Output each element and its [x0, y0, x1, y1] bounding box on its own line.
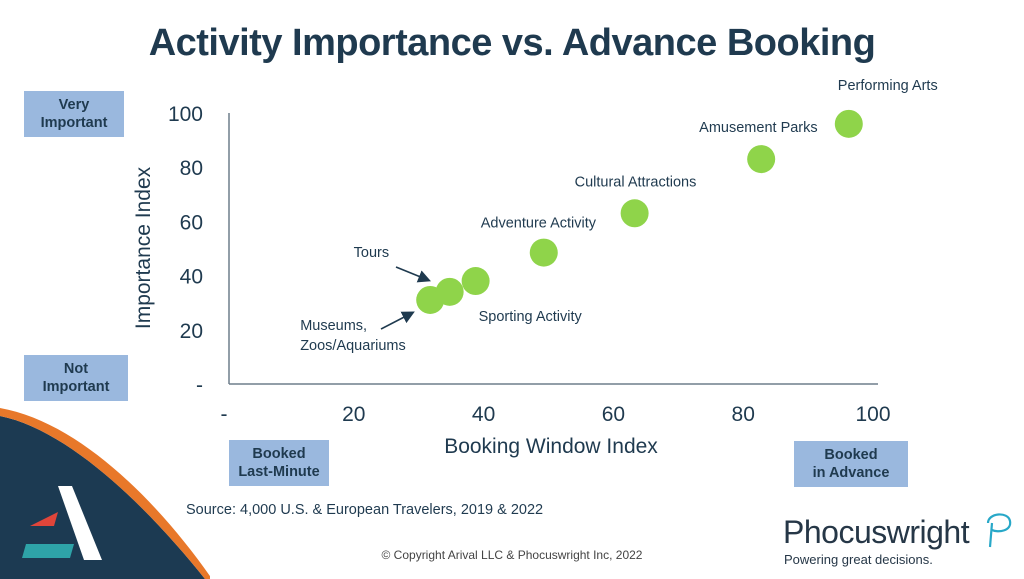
data-point-label: Sporting Activity — [479, 309, 583, 325]
arival-corner-graphic — [0, 408, 210, 579]
y-tick-label: 40 — [180, 266, 203, 289]
museums-arrow — [380, 311, 415, 330]
x-tick-label: 100 — [855, 403, 890, 426]
x-tick-label: 60 — [602, 403, 625, 426]
arival-logo-icon — [22, 486, 102, 560]
data-point-label: Adventure Activity — [481, 216, 597, 232]
data-point — [435, 277, 464, 306]
callout-very-important: Very Important — [24, 91, 124, 137]
data-point-label: Museums, Zoos/Aquariums — [300, 318, 406, 354]
callout-booked-in-advance: Booked in Advance — [794, 441, 908, 487]
y-tick-label: 20 — [180, 320, 203, 343]
data-point — [747, 145, 776, 174]
x-tick-label: 40 — [472, 403, 495, 426]
phocuswright-logo: Phocuswright — [783, 514, 970, 550]
data-point — [834, 109, 863, 138]
data-point-label: Amusement Parks — [699, 120, 817, 136]
x-axis-title: Booking Window Index — [444, 435, 658, 458]
data-point-label: Tours — [354, 245, 389, 261]
data-point-label: Cultural Attractions — [575, 174, 697, 190]
copyright-note: © Copyright Arival LLC & Phocuswright In… — [381, 548, 643, 562]
callout-not-important: Not Important — [24, 355, 128, 401]
data-point — [620, 199, 649, 228]
y-tick-label: - — [196, 374, 203, 397]
data-point — [461, 267, 490, 296]
x-tick-label: 20 — [342, 403, 365, 426]
scatter-chart: - 20 40 60 80 100 - 20 40 60 80 100 Importance Ind… — [132, 78, 938, 458]
x-tick-label: 80 — [732, 403, 755, 426]
source-note: Source: 4,000 U.S. & European Travelers,… — [186, 502, 544, 518]
phocuswright-p-icon — [986, 513, 1012, 548]
page-title: Activity Importance vs. Advance Booking — [148, 22, 876, 64]
data-point — [529, 238, 558, 267]
x-tick-label: - — [221, 403, 228, 426]
callout-booked-last-minute: Booked Last-Minute — [229, 440, 329, 486]
phocuswright-tagline: Powering great decisions. — [784, 552, 933, 567]
y-tick-label: 100 — [168, 103, 203, 126]
tours-arrow — [395, 266, 431, 283]
y-tick-label: 80 — [180, 157, 203, 180]
y-tick-label: 60 — [180, 211, 203, 234]
y-axis-title: Importance Index — [132, 166, 155, 329]
data-point-label: Performing Arts — [838, 78, 938, 94]
